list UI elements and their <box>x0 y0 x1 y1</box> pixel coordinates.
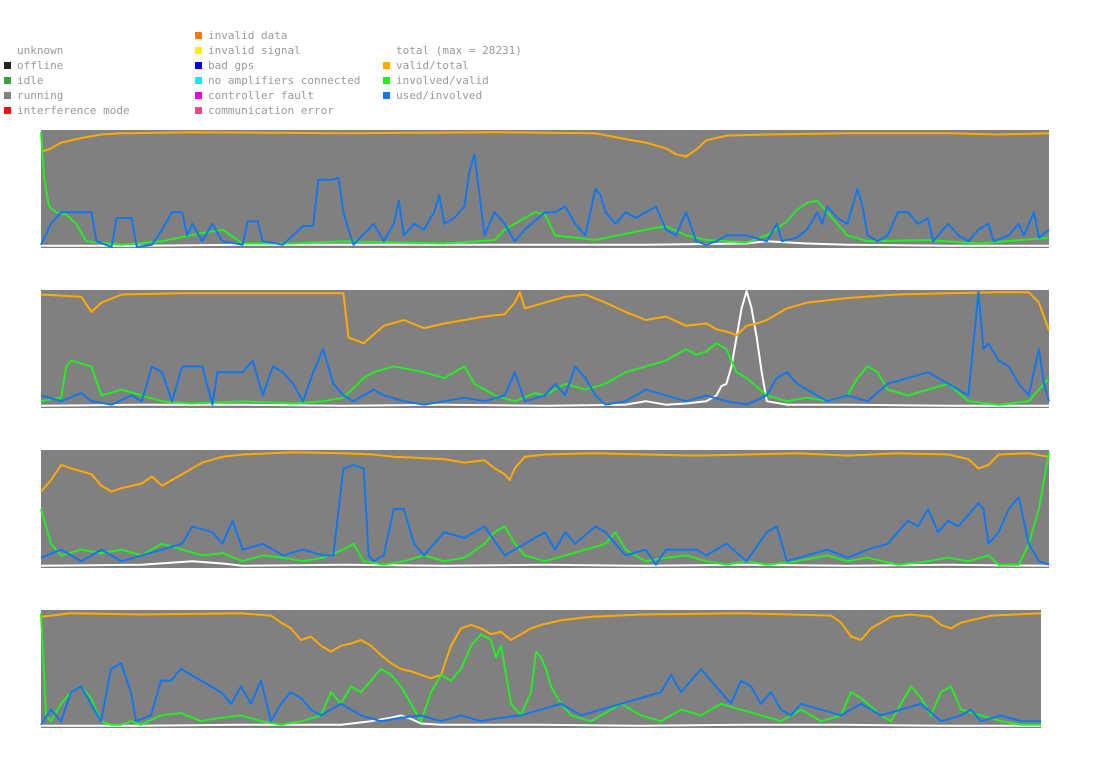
legend-swatch <box>4 77 11 84</box>
series-line-total <box>41 714 1041 727</box>
legend: unknown offline idle running interference mo… <box>0 0 1095 125</box>
running-state-background <box>41 450 1049 568</box>
running-state-background <box>41 290 1049 408</box>
legend-label: invalid data <box>208 29 288 42</box>
legend-label: invalid signal <box>208 44 301 57</box>
legend-label: involved/valid <box>396 74 489 87</box>
legend-label: total (max = 28231) <box>396 44 522 57</box>
legend-swatch <box>383 92 390 99</box>
legend-label: used/involved <box>396 89 483 102</box>
legend-swatch <box>4 92 11 99</box>
legend-label: communication error <box>208 104 334 117</box>
legend-swatch <box>383 62 390 69</box>
legend-swatch <box>195 77 202 84</box>
legend-swatch <box>4 107 11 114</box>
series-line-total <box>41 240 1049 247</box>
series-line-used-involved <box>40 291 1050 406</box>
series-line-used-involved <box>40 153 1050 248</box>
running-state-background <box>41 130 1049 248</box>
series-line-valid-total <box>40 451 1050 493</box>
series-line-valid-total <box>40 612 1042 680</box>
legend-label: bad gps <box>208 59 255 72</box>
chart-panel-3 <box>40 450 1050 568</box>
legend-label: idle <box>17 74 44 87</box>
legend-swatch <box>4 62 11 69</box>
legend-swatch <box>195 92 202 99</box>
series-line-used-involved <box>40 463 1050 566</box>
series-line-involved-valid <box>40 613 1041 726</box>
series-line-used-involved <box>40 662 1041 726</box>
legend-label: interference mode <box>17 104 130 117</box>
legend-label: offline <box>17 59 64 72</box>
series-line-involved-valid <box>40 342 1050 406</box>
series-line-valid-total <box>40 291 1050 345</box>
series-line-involved-valid <box>40 452 1050 566</box>
series-line-total <box>40 560 1050 567</box>
series-line-valid-total <box>40 131 1050 158</box>
series-line-involved-valid <box>40 132 1050 246</box>
legend-swatch <box>195 62 202 69</box>
legend-label: unknown <box>17 44 64 57</box>
chart-panel-1 <box>40 130 1050 248</box>
legend-label: running <box>17 89 64 102</box>
legend-swatch <box>195 32 202 39</box>
legend-label: valid/total <box>396 59 469 72</box>
chart-panel-2 <box>40 290 1050 408</box>
legend-swatch <box>195 107 202 114</box>
legend-label: controller fault <box>208 89 314 102</box>
chart-panel-4 <box>40 610 1042 728</box>
legend-swatch <box>383 77 390 84</box>
legend-swatch <box>195 47 202 54</box>
legend-label: no amplifiers connected <box>208 74 361 87</box>
